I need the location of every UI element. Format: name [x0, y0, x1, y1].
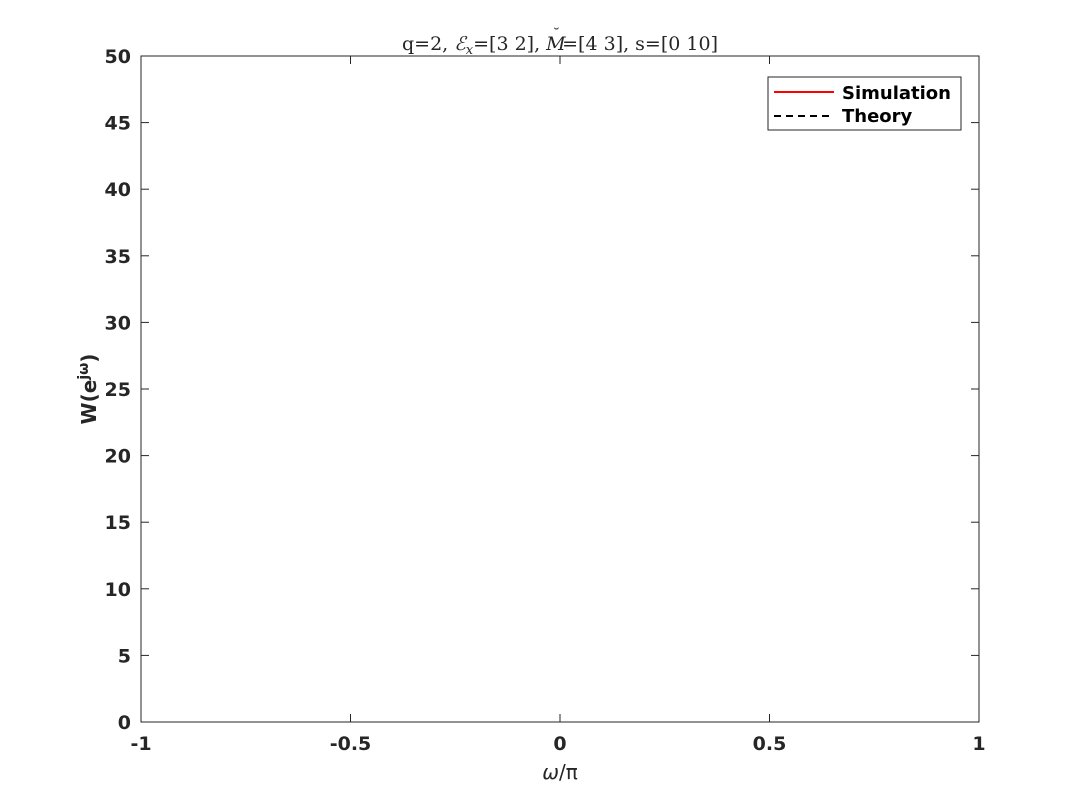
- title-subscript-x: x: [466, 43, 474, 58]
- x-tick-label: 0.5: [753, 733, 787, 755]
- y-tick-label: 40: [105, 179, 131, 201]
- x-tick-label: -0.5: [330, 733, 372, 755]
- y-tick-label: 30: [105, 312, 131, 334]
- chart-title: q=2, ℰx=[3 2], M˘ =[4 3], s=[0 10]: [402, 25, 718, 58]
- y-tick-label: 5: [118, 645, 131, 667]
- y-tick-label: 25: [105, 379, 131, 401]
- legend: Simulation Theory: [767, 76, 962, 131]
- legend-simulation-label: Simulation: [842, 83, 951, 104]
- x-tick-label: 1: [972, 733, 985, 755]
- y-tick-label: 15: [105, 512, 131, 534]
- legend-theory-label: Theory: [842, 106, 913, 127]
- x-axis-label: ω/π: [542, 760, 578, 784]
- y-tick-label: 45: [105, 113, 131, 135]
- y-axis-label-superscript: jω: [76, 363, 92, 381]
- y-tick-label: 50: [105, 46, 131, 68]
- title-calligraphic-e: ℰ: [454, 33, 468, 55]
- x-tick-label: 0: [553, 733, 566, 755]
- legend-box: [767, 76, 962, 131]
- title-breve-accent: ˘: [553, 25, 561, 43]
- y-tick-label: 10: [105, 579, 131, 601]
- x-tick-label: -1: [130, 733, 151, 755]
- y-tick-label: 0: [118, 712, 131, 734]
- y-tick-label: 20: [105, 446, 131, 468]
- y-tick-label: 35: [105, 246, 131, 268]
- title-m-breve: M: [545, 33, 566, 55]
- y-axis-label: W(ejω): [76, 354, 101, 425]
